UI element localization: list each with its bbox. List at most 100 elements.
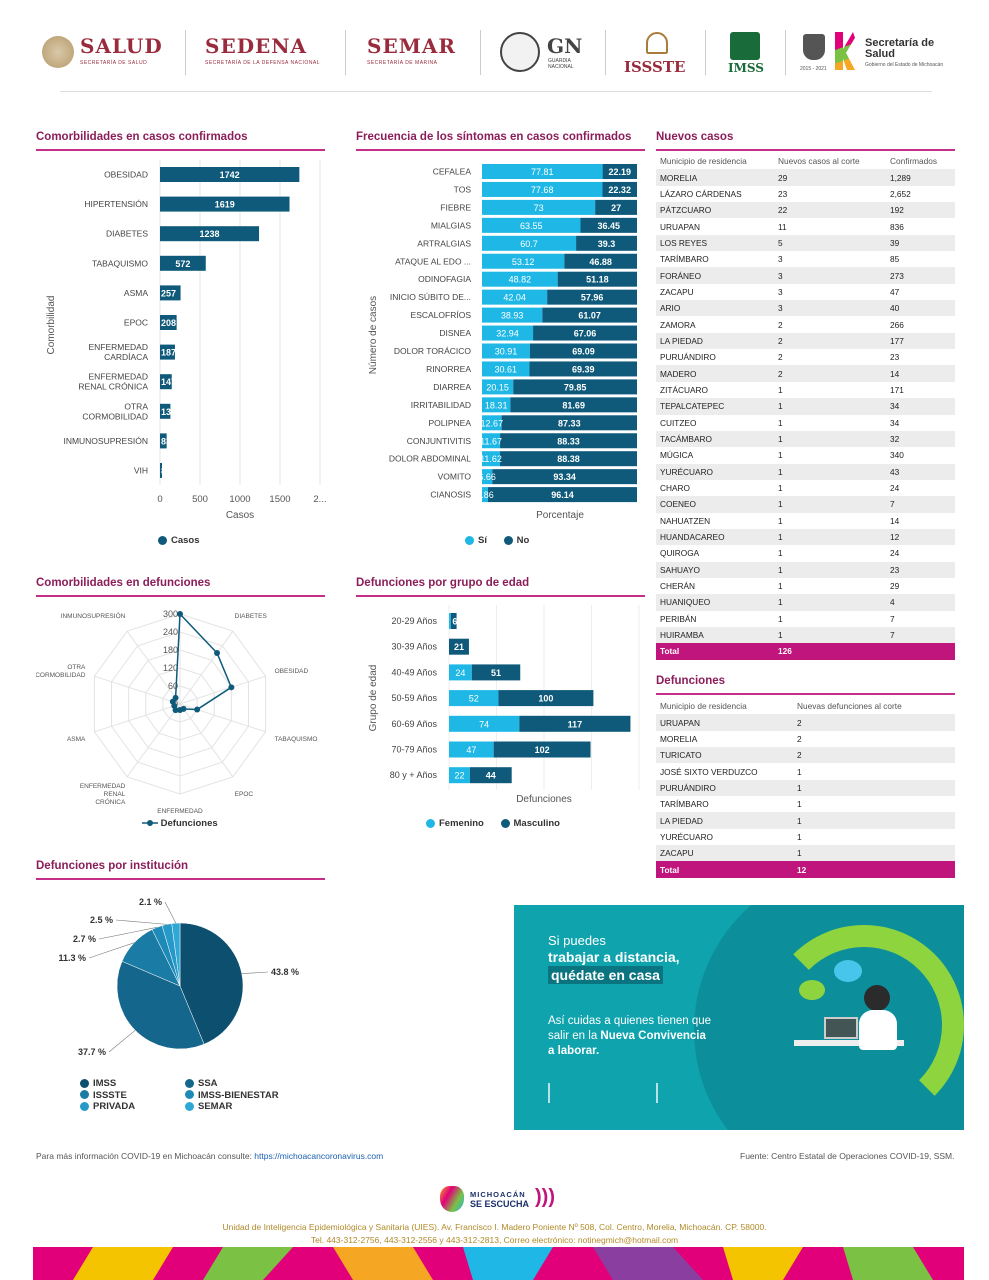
table-row: TURICATO 2: [656, 747, 955, 764]
data-label: 147: [161, 377, 176, 387]
category-label: MIALGIAS: [431, 220, 471, 230]
table-cell: PURUÁNDIRO: [656, 779, 793, 797]
gn-logo: GN: [547, 34, 583, 58]
table-row: SAHUAYO 1 23: [656, 561, 955, 578]
michoacan-years: 2015 - 2021: [800, 66, 827, 72]
bar: [160, 255, 206, 271]
category-label: 20-29 Años: [391, 616, 437, 626]
sintomas-title: Frecuencia de los síntomas en casos conf…: [356, 131, 632, 143]
radar-spoke: [94, 675, 181, 705]
bar: [160, 226, 260, 242]
table-cell: CHARO: [660, 483, 690, 494]
bar-si: [482, 487, 488, 503]
table-cell: COENEO: [656, 496, 774, 513]
radar-axis-label: TABAQUISMO: [275, 736, 318, 743]
table-cell: 2: [793, 747, 955, 764]
table-cell: ZITÁCUARO: [660, 384, 708, 395]
pie-data-label: 2.1 %: [139, 897, 162, 907]
category-label: FIEBRE: [440, 202, 471, 212]
footer-phones: Tel. 443-312-2756, 443-312-2556 y 443-31…: [310, 1235, 679, 1245]
sedena-sub: SECRETARÍA DE LA DEFENSA NACIONAL: [205, 60, 321, 66]
table-row: CUITZEO 1 34: [656, 415, 955, 431]
table-cell: HUANDACAREO: [656, 528, 774, 546]
radar-spoke: [94, 703, 181, 733]
table-cell: 1: [778, 515, 783, 526]
bar-femenino: [449, 664, 472, 681]
category-label: TOS: [454, 184, 472, 194]
table-row: ZACAPU 1: [656, 845, 955, 862]
sintomas-legend: Sí No: [465, 535, 529, 546]
radar-spoke: [179, 703, 234, 778]
table-cell: YURÉCUARO: [660, 831, 714, 842]
pie-data-label: 2.5 %: [90, 915, 113, 925]
table-cell: 2: [797, 733, 802, 744]
category-label: HIPERTENSIÓN: [84, 199, 148, 209]
data-label-si: 32.94: [496, 329, 519, 339]
pie-data-label: 11.3 %: [58, 953, 86, 963]
pie-leader-line: [241, 971, 269, 975]
data-label-femenino: 47: [466, 745, 476, 755]
x-tick-label: 0: [157, 494, 162, 505]
category-label: DOLOR TORÁCICO: [394, 346, 472, 356]
table-cell: 40: [886, 300, 955, 317]
table-cell: 1: [774, 463, 886, 480]
category-label: 30-39 Años: [391, 642, 437, 652]
category-label: INICIO SÚBITO DE...: [390, 292, 471, 302]
table-cell: 1: [778, 450, 783, 461]
table-cell: 29: [890, 581, 900, 592]
table-cell: 1: [793, 779, 955, 797]
semar-sub: SECRETARÍA DE MARINA: [367, 60, 438, 66]
table-cell: 5: [774, 234, 886, 252]
bar-si: [482, 199, 596, 215]
data-label-masculino: 100: [538, 694, 553, 704]
pie-slice: [116, 960, 205, 1050]
data-label-masculino: 117: [568, 719, 583, 729]
table-cell: 7: [890, 613, 895, 624]
category-label: 70-79 Años: [391, 745, 437, 755]
y-axis-label: Comorbilidad: [46, 296, 57, 355]
table-cell: MORELIA: [660, 733, 698, 744]
x-axis-label: Casos: [226, 510, 254, 521]
bar-no: [547, 289, 637, 305]
data-label-no: 88.33: [557, 436, 580, 446]
data-label-no: 81.69: [562, 400, 585, 410]
bar-no: [487, 487, 637, 503]
table-row: ZACAPU 3 47: [656, 284, 955, 300]
table-cell: 836: [890, 221, 904, 232]
table-cell: 1: [793, 845, 955, 862]
table-row: PURUÁNDIRO 2 23: [656, 349, 955, 365]
data-label: 8: [161, 466, 166, 476]
table-cell: 4: [886, 594, 955, 611]
table-cell: FORÁNEO: [656, 267, 774, 284]
data-label-si: 42.04: [503, 293, 526, 303]
radar-tick-label: 60: [168, 681, 178, 691]
category-label: DIARREA: [433, 382, 471, 392]
pie-leader-line: [98, 927, 158, 940]
radar-axis-label: RENAL: [104, 791, 126, 798]
table-cell: PERIBÁN: [660, 613, 697, 624]
bar: [160, 167, 300, 182]
table-row: LOS REYES 5 39: [656, 234, 955, 252]
data-label: 83: [161, 436, 171, 446]
bar-si: [482, 235, 577, 251]
category-label: VIH: [134, 466, 148, 476]
radar-point: [172, 694, 179, 701]
radar-axis-label: DIABETES: [235, 613, 268, 620]
table-cell: 3: [778, 254, 783, 265]
table-row: PÁTZCUARO 22 192: [656, 202, 955, 219]
radar-spoke: [179, 630, 234, 705]
table-cell: 32: [886, 430, 955, 448]
table-row: NAHUATZEN 1 14: [656, 513, 955, 529]
data-label: 130: [161, 407, 176, 417]
radar-axis-label: CRÓNICA: [95, 797, 126, 806]
table-row: LA PIEDAD 2 177: [656, 332, 955, 350]
pie-data-label: 43.8 %: [271, 967, 299, 977]
footer-link[interactable]: https://michoacancoronavirus.com: [254, 1151, 384, 1161]
category-label: DIABETES: [106, 229, 148, 239]
x-tick-label: 500: [192, 494, 208, 505]
category-label: DOLOR ABDOMINAL: [389, 454, 471, 464]
table-cell: LA PIEDAD: [656, 332, 774, 350]
bar-femenino: [449, 741, 494, 758]
radar-tick-label: 120: [163, 663, 178, 673]
table-cell: TARÍMBARO: [660, 799, 709, 810]
